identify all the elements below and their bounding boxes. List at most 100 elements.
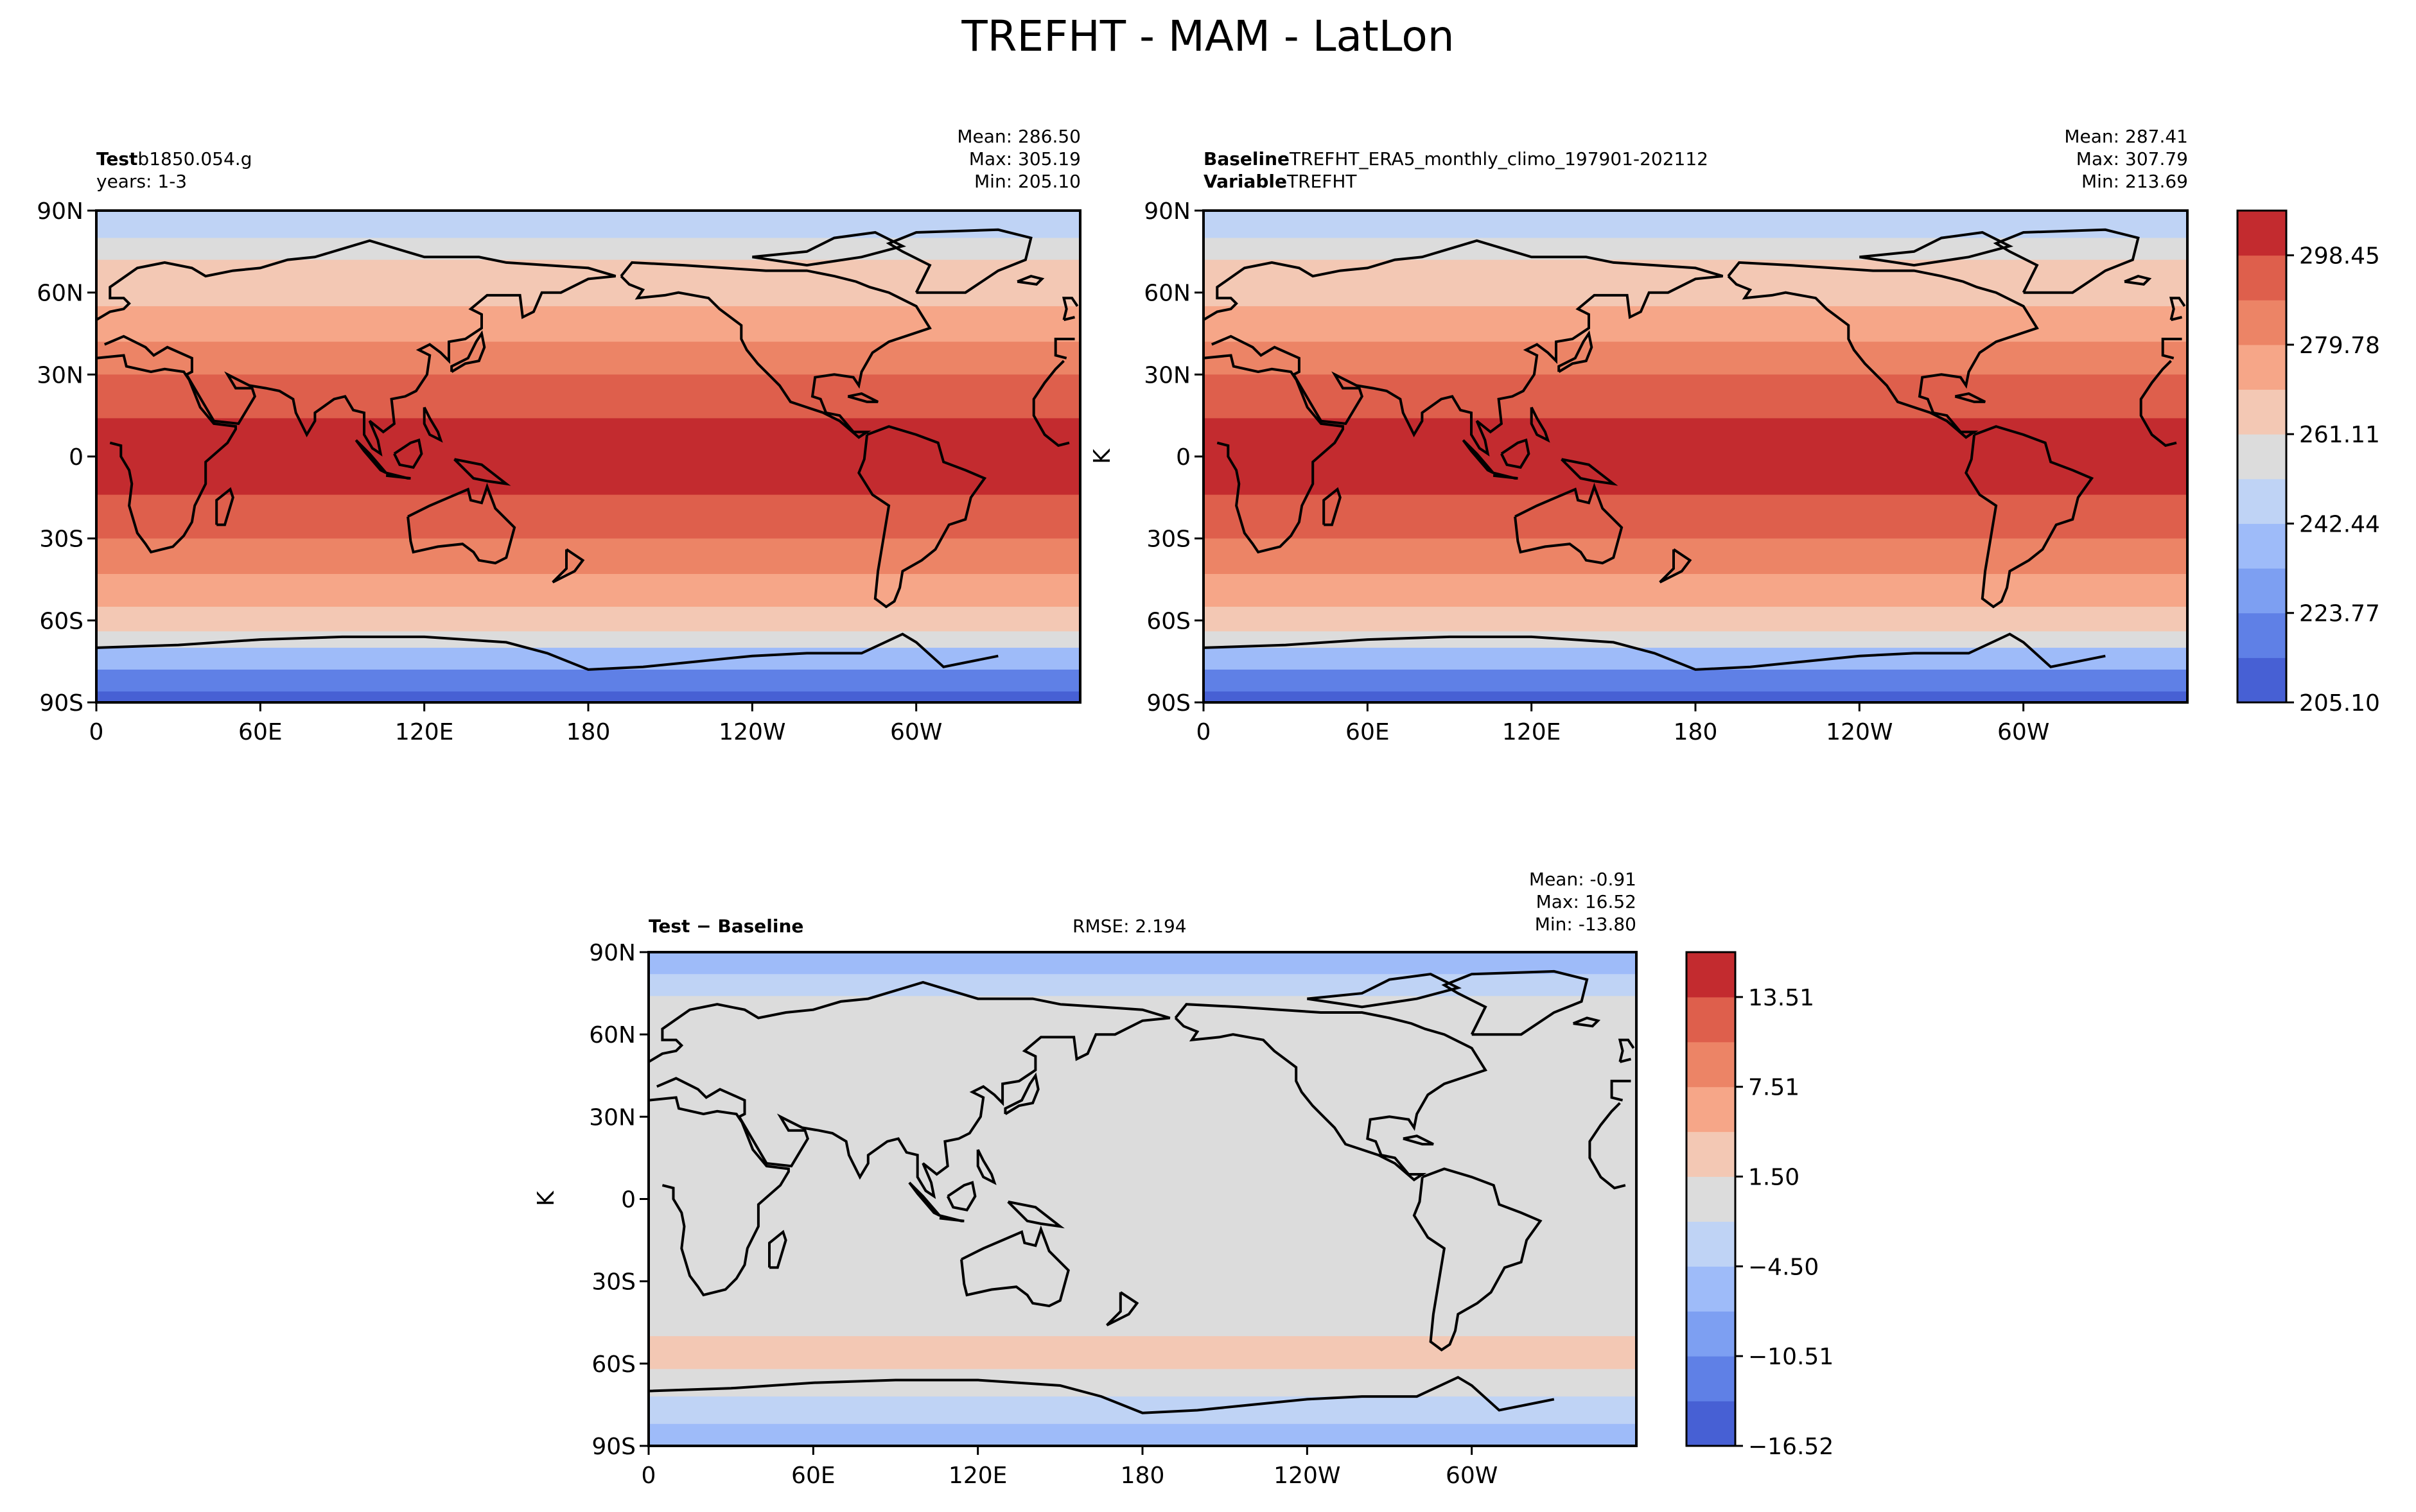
test-coastline-13 bbox=[886, 228, 1033, 294]
difference-colorbar-segment-1 bbox=[1686, 1356, 1735, 1402]
test-max: Max: 305.19 bbox=[968, 148, 1081, 169]
baseline-coastline-16 bbox=[1965, 425, 2094, 609]
test-coastline-17 bbox=[96, 632, 999, 671]
diff-field bbox=[649, 952, 1636, 1446]
test-mean: Mean: 286.50 bbox=[957, 126, 1081, 147]
difference-colorbar-tick-label-4: −10.51 bbox=[1748, 1344, 1834, 1370]
baseline-ytick-label-0: 90N bbox=[1144, 198, 1191, 225]
test-coastline-16 bbox=[857, 425, 987, 609]
diff-xtick-label-4: 120W bbox=[1274, 1463, 1340, 1489]
test-header: Testb1850.054.g years: 1-3 bbox=[96, 148, 252, 193]
difference-colorbar-segment-0 bbox=[1686, 1401, 1735, 1447]
baseline-stats: Mean: 287.41 Max: 307.79 Min: 213.69 bbox=[1942, 125, 2188, 193]
test-coastline-10 bbox=[407, 482, 516, 565]
test-band-7 bbox=[96, 494, 1080, 539]
temperature-colorbar-segment-7 bbox=[2237, 344, 2286, 390]
baseline-coastline-1 bbox=[2169, 297, 2186, 322]
difference-colorbar-tick-label-3: −4.50 bbox=[1748, 1254, 1819, 1280]
diff-axes: 0 60E 120E 180 120W 60W 90N 60N 30N 0 30S 60S 90S bbox=[589, 940, 1498, 1489]
temperature-colorbar-tick-label-0: 298.45 bbox=[2299, 243, 2380, 270]
temperature-colorbar-segment-1 bbox=[2237, 613, 2286, 658]
temperature-colorbar-tick-label-2: 261.11 bbox=[2299, 422, 2380, 448]
diff-xtick-label-3: 180 bbox=[1121, 1463, 1165, 1489]
baseline-ytick-label-1: 60N bbox=[1144, 281, 1191, 307]
test-name-value: b1850.054.g bbox=[137, 148, 252, 169]
diff-mean: Mean: -0.91 bbox=[1528, 869, 1636, 890]
diff-band-3 bbox=[649, 1336, 1636, 1369]
diff-ytick-label-0: 90N bbox=[589, 940, 636, 966]
baseline-variable-label: Variable bbox=[1204, 171, 1287, 192]
baseline-coastlines bbox=[1204, 228, 2186, 671]
test-band-14 bbox=[96, 691, 1080, 702]
baseline-mean: Mean: 287.41 bbox=[2064, 126, 2188, 147]
diff-name-label: Test − Baseline bbox=[649, 916, 804, 937]
test-band-0 bbox=[96, 211, 1080, 239]
difference-colorbar-segment-6 bbox=[1686, 1131, 1735, 1177]
test-name-label: Test bbox=[96, 148, 138, 169]
baseline-xtick-label-0: 0 bbox=[1196, 719, 1211, 745]
diff-ytick-label-5: 60S bbox=[591, 1351, 636, 1378]
test-coastline-8 bbox=[453, 458, 511, 486]
test-ytick-label-3: 0 bbox=[69, 444, 83, 471]
diff-xtick-label-2: 120E bbox=[949, 1463, 1007, 1489]
temperature-colorbar-tick-label-1: 279.78 bbox=[2299, 333, 2380, 359]
test-coastline-3 bbox=[215, 487, 234, 526]
test-coastline-9 bbox=[423, 406, 443, 443]
test-coastline-14 bbox=[752, 230, 907, 267]
diff-coastline-14 bbox=[1307, 973, 1462, 1009]
test-coastline-11 bbox=[552, 548, 585, 584]
diff-max: Max: 16.52 bbox=[1536, 891, 1636, 912]
baseline-coastline-6 bbox=[1500, 438, 1530, 469]
diff-xtick-label-1: 60E bbox=[791, 1463, 836, 1489]
test-band-5 bbox=[96, 374, 1080, 419]
baseline-coastline-15 bbox=[1954, 392, 1986, 403]
baseline-xtick-label-4: 120W bbox=[1826, 719, 1893, 745]
difference-colorbar-segment-7 bbox=[1686, 1086, 1735, 1133]
diff-ylabel: K bbox=[533, 1190, 559, 1206]
test-band-9 bbox=[96, 573, 1080, 607]
baseline-temperature-field bbox=[1204, 211, 2187, 702]
baseline-ytick-label-6: 90S bbox=[1146, 690, 1191, 717]
baseline-coastline-7 bbox=[1492, 471, 1518, 480]
test-map bbox=[96, 211, 1080, 702]
diff-ytick-label-3: 0 bbox=[621, 1187, 636, 1213]
test-coastline-4 bbox=[450, 330, 486, 373]
baseline-ytick-label-5: 60S bbox=[1146, 608, 1191, 634]
diff-band-1 bbox=[649, 974, 1636, 996]
diff-coastline-0 bbox=[649, 980, 1631, 1199]
temperature-colorbar-tick-label-4: 223.77 bbox=[2299, 601, 2380, 627]
baseline-coastline-9 bbox=[1530, 406, 1550, 443]
test-xtick-label-3: 180 bbox=[566, 719, 611, 745]
temperature-colorbar-frame bbox=[2236, 209, 2288, 704]
test-ytick-label-2: 30N bbox=[37, 362, 83, 388]
baseline-band-1 bbox=[1204, 238, 2187, 261]
difference-colorbar: 13.51 7.51 1.50 −4.50 −10.51 −16.52 bbox=[1685, 951, 1834, 1460]
test-coastline-6 bbox=[393, 438, 423, 469]
test-stats: Mean: 286.50 Max: 305.19 Min: 205.10 bbox=[835, 125, 1081, 193]
test-band-6 bbox=[96, 418, 1080, 496]
diff-coastline-15 bbox=[1403, 1134, 1434, 1146]
difference-colorbar-segment-4 bbox=[1686, 1221, 1735, 1267]
diff-coastline-5 bbox=[908, 1181, 941, 1217]
temperature-colorbar: 298.45 279.78 261.11 242.44 223.77 205.10 bbox=[2236, 209, 2380, 717]
test-ytick-label-1: 60N bbox=[37, 281, 83, 307]
test-coastline-2 bbox=[96, 354, 1070, 554]
diff-coastline-8 bbox=[1007, 1200, 1065, 1229]
baseline-coastline-11 bbox=[1659, 548, 1692, 584]
temperature-colorbar-segment-10 bbox=[2237, 211, 2286, 256]
test-ytick-label-5: 60S bbox=[39, 608, 83, 634]
difference-colorbar-segment-3 bbox=[1686, 1266, 1735, 1312]
baseline-min: Min: 213.69 bbox=[2081, 171, 2188, 192]
test-band-8 bbox=[96, 538, 1080, 575]
test-xtick-label-1: 60E bbox=[238, 719, 283, 745]
baseline-name-value: TREFHT_ERA5_monthly_climo_197901-202112 bbox=[1290, 148, 1708, 169]
test-xtick-label-2: 120E bbox=[395, 719, 453, 745]
diff-coastline-16 bbox=[1412, 1167, 1543, 1351]
baseline-ytick-label-3: 0 bbox=[1176, 444, 1191, 471]
figure-title: TREFHT - MAM - LatLon bbox=[961, 12, 1455, 61]
difference-colorbar-tick-label-0: 13.51 bbox=[1748, 985, 1814, 1011]
test-band-10 bbox=[96, 607, 1080, 632]
baseline-ytick-label-2: 30N bbox=[1144, 362, 1191, 388]
baseline-band-14 bbox=[1204, 691, 2187, 702]
diff-band-0 bbox=[649, 952, 1636, 975]
